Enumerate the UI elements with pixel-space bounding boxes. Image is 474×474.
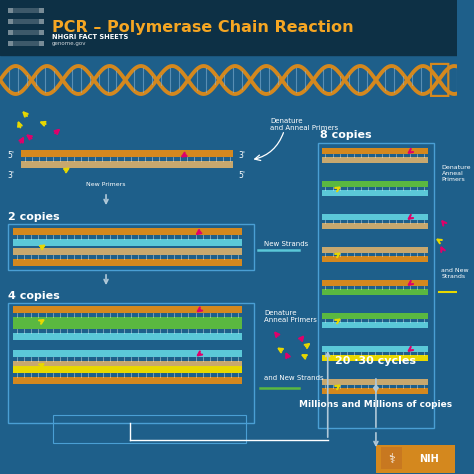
Bar bbox=[8, 8, 45, 13]
Bar bbox=[322, 214, 428, 220]
Text: 4 copies: 4 copies bbox=[8, 291, 59, 301]
Bar bbox=[0, 0, 457, 55]
Text: 3': 3' bbox=[238, 152, 245, 161]
Bar bbox=[322, 157, 428, 163]
Text: PCR – Polymerase Chain Reaction: PCR – Polymerase Chain Reaction bbox=[52, 20, 354, 35]
Bar bbox=[53, 415, 246, 443]
Bar bbox=[322, 313, 428, 319]
Bar bbox=[13, 317, 242, 324]
Bar bbox=[376, 445, 455, 473]
Bar bbox=[13, 259, 242, 266]
Bar bbox=[8, 41, 45, 46]
Text: 5': 5' bbox=[8, 152, 15, 161]
Bar bbox=[21, 161, 233, 168]
Bar bbox=[13, 361, 242, 368]
Bar bbox=[322, 379, 428, 385]
Text: 3': 3' bbox=[8, 171, 15, 180]
Bar bbox=[322, 190, 428, 196]
Text: NIH: NIH bbox=[419, 454, 439, 464]
Bar bbox=[8, 19, 45, 24]
Bar bbox=[381, 447, 402, 469]
Bar bbox=[13, 248, 242, 255]
Bar bbox=[322, 247, 428, 253]
Bar bbox=[13, 366, 242, 373]
Bar bbox=[13, 350, 242, 357]
Bar bbox=[38, 30, 45, 35]
Bar bbox=[21, 150, 233, 157]
Text: Millions and Millions of copies: Millions and Millions of copies bbox=[300, 400, 453, 409]
Bar bbox=[322, 148, 428, 154]
Bar bbox=[13, 306, 242, 313]
Bar bbox=[318, 143, 434, 428]
Bar bbox=[8, 8, 13, 13]
Text: 8 copies: 8 copies bbox=[320, 130, 372, 140]
Bar bbox=[38, 19, 45, 24]
Bar bbox=[322, 322, 428, 328]
Text: 𝑿: 𝑿 bbox=[427, 60, 450, 98]
Text: New Primers: New Primers bbox=[86, 182, 126, 187]
Bar bbox=[322, 223, 428, 229]
Bar bbox=[13, 322, 242, 329]
Text: Denature
Anneal Primers: Denature Anneal Primers bbox=[264, 310, 317, 323]
Text: genome.gov: genome.gov bbox=[52, 41, 87, 46]
Bar bbox=[38, 41, 45, 46]
Text: NHGRI FACT SHEETS: NHGRI FACT SHEETS bbox=[52, 34, 128, 40]
Text: Denature
and Anneal Primers: Denature and Anneal Primers bbox=[270, 118, 338, 131]
Text: and New
Strands: and New Strands bbox=[441, 268, 469, 279]
Bar bbox=[13, 239, 242, 246]
Text: Denature
Anneal
Primers: Denature Anneal Primers bbox=[441, 165, 471, 182]
Text: 2 copies: 2 copies bbox=[8, 212, 59, 222]
Bar bbox=[13, 228, 242, 235]
Bar bbox=[322, 280, 428, 286]
Bar bbox=[322, 355, 428, 361]
Bar bbox=[322, 256, 428, 262]
Bar bbox=[322, 289, 428, 295]
Bar bbox=[8, 41, 13, 46]
Bar bbox=[13, 333, 242, 340]
Bar bbox=[8, 30, 13, 35]
Bar bbox=[38, 8, 45, 13]
Bar bbox=[322, 181, 428, 187]
Bar bbox=[322, 388, 428, 394]
Text: 5': 5' bbox=[238, 171, 245, 180]
Bar bbox=[13, 377, 242, 384]
Bar bbox=[322, 346, 428, 352]
Bar bbox=[8, 224, 254, 270]
Text: New Strands: New Strands bbox=[264, 241, 309, 247]
Text: and New Strands: and New Strands bbox=[264, 375, 324, 381]
Bar bbox=[8, 30, 45, 35]
Text: ⚕: ⚕ bbox=[388, 453, 395, 465]
Text: 20 ·30 cycles: 20 ·30 cycles bbox=[336, 356, 417, 366]
Bar bbox=[8, 19, 13, 24]
Bar bbox=[8, 303, 254, 423]
